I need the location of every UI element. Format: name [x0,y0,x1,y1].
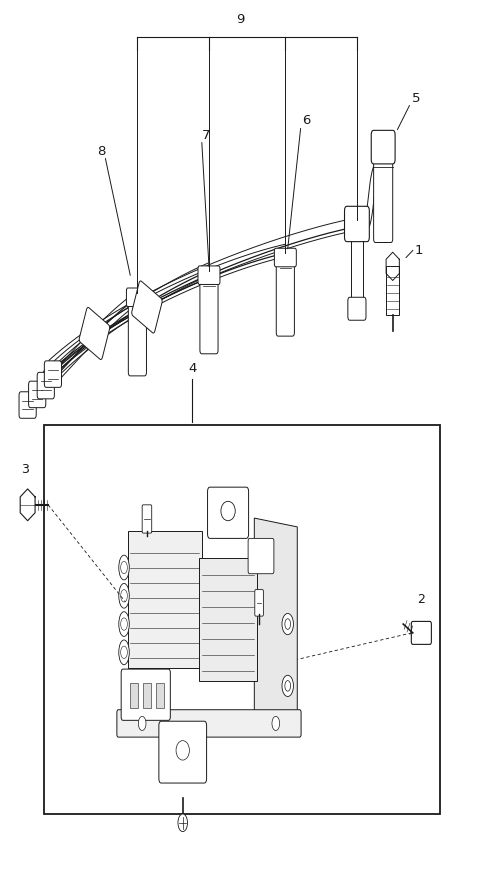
Circle shape [120,646,127,658]
FancyBboxPatch shape [121,669,170,720]
Bar [156,683,164,708]
FancyBboxPatch shape [411,621,432,644]
Circle shape [285,618,290,629]
Circle shape [282,675,293,696]
Text: 9: 9 [236,13,244,26]
Circle shape [120,589,127,602]
Text: 2: 2 [418,593,425,606]
FancyBboxPatch shape [345,206,369,242]
Bar [128,532,202,668]
Ellipse shape [119,611,129,636]
Text: 6: 6 [302,114,311,127]
FancyBboxPatch shape [348,298,366,320]
FancyBboxPatch shape [255,589,264,616]
Ellipse shape [119,556,129,580]
Polygon shape [254,518,297,734]
Bar [199,558,257,681]
FancyBboxPatch shape [132,281,162,333]
Text: 3: 3 [21,463,29,476]
Bar [130,683,138,708]
FancyBboxPatch shape [128,294,146,376]
Text: 7: 7 [203,129,211,142]
FancyBboxPatch shape [19,392,36,418]
FancyBboxPatch shape [126,288,148,307]
Circle shape [120,618,127,630]
FancyBboxPatch shape [44,361,61,387]
Text: 8: 8 [97,145,106,158]
Ellipse shape [119,584,129,608]
Ellipse shape [221,501,235,521]
FancyBboxPatch shape [117,710,301,737]
Bar [386,267,399,315]
Text: 5: 5 [412,92,421,105]
FancyBboxPatch shape [207,487,249,539]
FancyBboxPatch shape [37,372,54,399]
Ellipse shape [119,640,129,664]
Text: 4: 4 [188,362,196,376]
Circle shape [178,814,188,832]
FancyBboxPatch shape [200,272,218,354]
Text: 1: 1 [415,244,423,257]
FancyBboxPatch shape [79,307,110,360]
FancyBboxPatch shape [373,156,393,243]
FancyBboxPatch shape [276,254,294,336]
FancyBboxPatch shape [371,130,395,164]
Circle shape [272,717,280,730]
FancyBboxPatch shape [142,505,152,533]
Circle shape [282,613,293,634]
Circle shape [285,680,290,691]
FancyBboxPatch shape [198,266,220,284]
Circle shape [120,562,127,574]
Polygon shape [386,253,399,281]
Circle shape [138,717,146,730]
FancyBboxPatch shape [248,539,274,574]
Bar [143,683,151,708]
Bar [44,425,441,814]
FancyBboxPatch shape [159,721,206,783]
FancyBboxPatch shape [29,381,46,408]
FancyBboxPatch shape [275,248,296,267]
Polygon shape [20,489,35,521]
Ellipse shape [176,741,190,760]
